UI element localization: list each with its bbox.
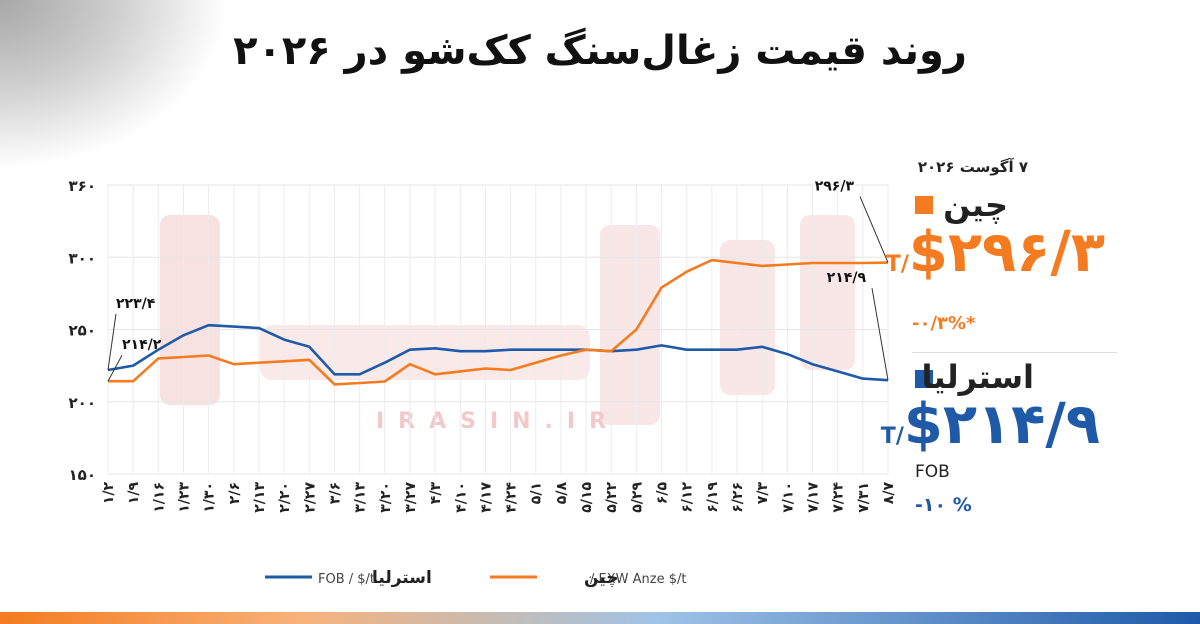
annotation-label: ۲۹۶/۳ [815, 179, 855, 195]
china-price-unit: /T [885, 252, 909, 277]
x-tick-label: ۶/۵ [655, 482, 671, 505]
annotation-leader [859, 196, 889, 263]
australia-price: $۲۱۴/۹/T [881, 392, 1100, 457]
chart-title: روند قیمت زغال‌سنگ کک‌شو در ۲۰۲۶ [233, 28, 967, 74]
australia-basis: FOB [915, 462, 950, 482]
x-tick-label: ۵/۲۹ [629, 482, 645, 513]
x-tick-label: ۵/۱ [529, 482, 545, 504]
x-tick-label: ۶/۱۹ [705, 482, 721, 513]
x-tick-label: ۳/۲۷ [403, 482, 419, 513]
china-label: چین [943, 186, 1008, 224]
y-tick-label: ۳۰۰ [69, 249, 96, 267]
x-tick-label: ۴/۲۴ [504, 482, 520, 513]
australia-label: استرلیا [921, 358, 1035, 396]
y-tick-label: ۲۰۰ [69, 394, 96, 412]
watermark-shape [800, 215, 855, 370]
legend-sub-australia: FOB / $/t [318, 572, 375, 587]
x-tick-label: ۸/۷ [881, 482, 897, 505]
legend-label-australia: استرلیا [372, 568, 432, 588]
watermark-shape [720, 240, 775, 395]
x-tick-label: ۱/۱۶ [151, 482, 167, 513]
australia-price-unit: /T [880, 424, 904, 449]
china-price-value: $۲۹۶/۳ [908, 220, 1105, 285]
china-series-line [108, 258, 889, 386]
x-tick-label: ۱/۹ [126, 482, 142, 505]
y-tick-label: ۲۵۰ [69, 322, 96, 340]
x-tick-label: ۷/۳ [755, 482, 771, 505]
australia-price-value: $۲۱۴/۹ [903, 392, 1100, 457]
x-tick-label: ۳/۱۳ [353, 482, 369, 513]
date-label: ۷ آگوست ۲۰۲۶ [917, 158, 1028, 176]
x-tick-label: ۱/۲۳ [176, 482, 192, 513]
x-tick-label: ۶/۱۲ [680, 482, 696, 513]
divider [912, 352, 1117, 353]
x-tick-label: ۴/۱۷ [478, 482, 494, 513]
x-tick-label: ۵/۱۵ [579, 482, 595, 513]
x-tick-label: ۴/۳ [428, 482, 444, 505]
china-change: -۰/۳%* [912, 313, 976, 334]
x-tick-label: ۷/۱۷ [806, 482, 822, 513]
annotation-label: ۲۲۳/۴ [116, 296, 156, 312]
x-tick-label: ۷/۲۴ [831, 482, 847, 513]
x-tick-label: ۵/۸ [554, 482, 570, 505]
australia-change: -۱۰ % [915, 494, 972, 516]
australia-legend-square [915, 370, 933, 388]
legend-label-china: چین [584, 568, 619, 588]
annotation-label: ۲۱۴/۲ [122, 337, 162, 353]
y-tick-label: ۱۵۰ [69, 466, 96, 484]
x-tick-label: ۷/۳۱ [856, 482, 872, 513]
china-legend-square [915, 196, 933, 214]
bottom-gradient-bar [0, 612, 1200, 624]
x-tick-label: ۲/۲۷ [302, 482, 318, 513]
x-tick-label: ۷/۱۰ [780, 482, 796, 513]
x-tick-label: ۲/۱۳ [252, 482, 268, 513]
x-tick-label: ۴/۱۰ [453, 482, 469, 513]
watermark-shape [600, 225, 660, 425]
corner-decoration [0, 0, 230, 170]
y-tick-label: ۳۶۰ [69, 177, 96, 195]
annotation-leader [107, 313, 117, 371]
watermark-shape [260, 325, 590, 380]
annotation-label: ۲۱۴/۹ [827, 270, 867, 286]
x-tick-label: ۱/۳۰ [202, 482, 218, 513]
x-tick-label: ۱/۲ [101, 482, 117, 505]
legend-sub-china: / EXW Anze $/t [590, 572, 686, 587]
x-tick-label: ۳/۶ [327, 482, 343, 504]
x-tick-label: ۶/۲۶ [730, 482, 746, 513]
x-tick-label: ۳/۲۰ [378, 482, 394, 513]
watermark-text: IRASIN.IR [376, 409, 620, 434]
x-tick-label: ۲/۲۰ [277, 482, 293, 513]
x-tick-label: ۲/۶ [227, 482, 243, 504]
annotation-leader [871, 288, 889, 381]
x-tick-label: ۵/۲۲ [604, 482, 620, 513]
china-price: $۲۹۶/۳/T [886, 220, 1105, 285]
annotation-leader [107, 354, 123, 382]
watermark-shape [160, 215, 220, 405]
australia-series-line [107, 323, 889, 382]
